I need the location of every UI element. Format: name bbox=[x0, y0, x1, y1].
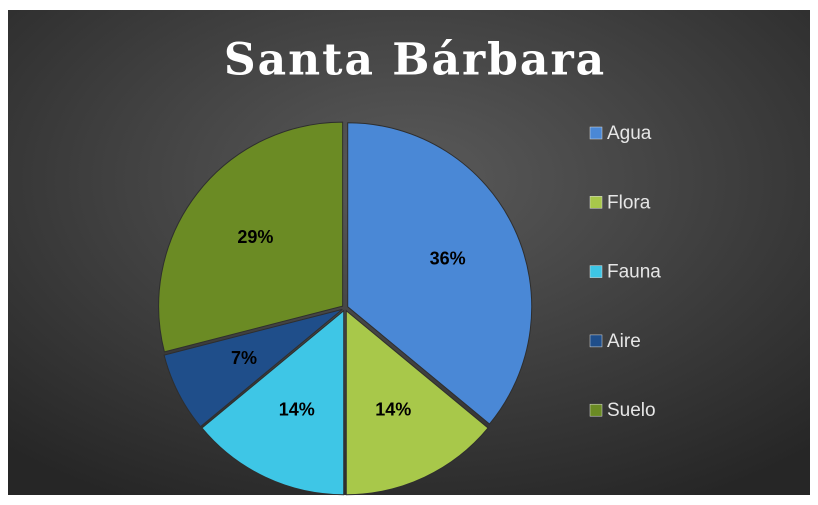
legend-marker bbox=[589, 403, 603, 417]
data-label: 14% bbox=[375, 399, 411, 419]
legend-marker bbox=[589, 334, 603, 348]
legend-label: Fauna bbox=[607, 262, 661, 283]
data-label: 36% bbox=[430, 248, 466, 268]
pie-slice bbox=[163, 308, 343, 428]
legend-marker bbox=[589, 126, 603, 140]
pie-slice bbox=[158, 121, 344, 353]
data-label: 29% bbox=[237, 227, 273, 247]
legend-marker bbox=[589, 265, 603, 278]
pie-slice bbox=[345, 309, 489, 496]
pie-slice bbox=[347, 122, 533, 425]
data-label: 7% bbox=[231, 348, 257, 368]
legend-label: Aire bbox=[607, 331, 641, 352]
legend-marker bbox=[589, 196, 603, 209]
chart-title: Santa Bárbara bbox=[224, 35, 606, 86]
legend-label: Agua bbox=[607, 123, 652, 144]
pie-slice bbox=[201, 309, 345, 496]
legend-label: Suelo bbox=[607, 400, 656, 421]
data-label: 14% bbox=[279, 399, 315, 419]
legend-label: Flora bbox=[607, 192, 651, 213]
